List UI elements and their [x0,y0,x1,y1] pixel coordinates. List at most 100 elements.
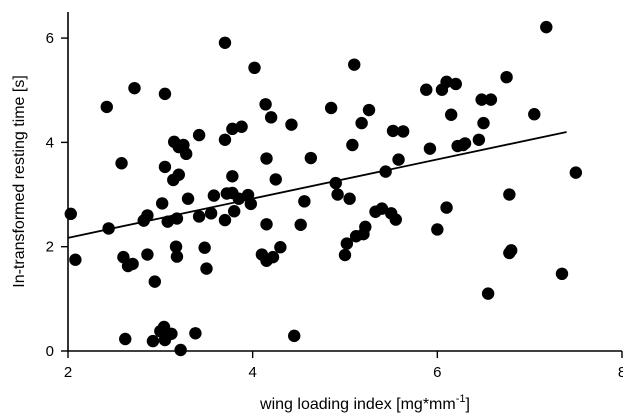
data-point [259,98,272,111]
data-point [477,116,490,130]
data-point [204,207,218,220]
data-point [355,116,368,130]
data-point [481,287,495,300]
data-point [260,152,273,165]
trendline-layer [67,131,567,239]
data-point [141,209,154,222]
data-point [440,75,453,89]
data-point [128,81,141,95]
data-point [207,189,221,202]
data-point [285,118,298,131]
data-point [386,124,400,138]
data-point [192,128,206,142]
data-point [338,248,352,262]
data-point [396,125,410,138]
data-point [528,108,541,121]
data-point [500,70,513,84]
data-point [569,166,583,179]
data-point [235,120,248,133]
data-point [189,327,202,340]
data-point [359,220,372,234]
data-point [362,103,376,117]
data-point [324,101,338,115]
data-point [304,151,318,165]
data-point [126,257,139,271]
data-point [226,170,239,183]
x-tick-label: 4 [248,364,256,381]
x-axis-title: wing loading index [mg*mm-1] [259,393,470,413]
data-point [423,142,437,155]
data-point [181,192,195,205]
data-point [346,138,359,152]
data-point [472,133,486,146]
data-point [115,157,128,170]
data-point [244,197,258,211]
data-point [192,210,206,223]
data-point [165,327,178,340]
x-axis-title-superscript: -1 [456,393,466,405]
data-point [69,253,82,266]
data-point [148,275,161,288]
data-point [288,329,301,343]
data-point [218,133,232,146]
y-tick-label: 2 [46,239,54,256]
data-point [64,207,77,221]
data-point [174,343,187,357]
data-point [218,36,232,49]
data-point [444,108,458,121]
data-point [329,176,342,190]
data-point [155,197,169,210]
data-point [555,267,569,281]
data-point [119,332,132,346]
data-point [100,100,113,114]
data-point [340,237,354,250]
y-tick-label: 4 [46,134,54,151]
data-point [505,244,518,257]
x-axis-title-suffix: ] [465,396,469,413]
data-point [228,205,241,218]
data-point [298,195,311,208]
data-point [540,20,553,34]
data-point [431,223,444,236]
data-point [331,188,344,201]
data-point [348,58,361,71]
data-point [294,218,307,231]
data-point [274,241,287,254]
data-point [146,334,160,348]
data-point [269,173,282,186]
data-point [260,218,273,231]
x-tick-label: 8 [618,364,623,381]
data-point [420,83,433,96]
data-point [179,147,193,161]
data-point [503,188,516,201]
data-point [440,201,453,214]
data-point [226,122,239,136]
x-tick-label: 6 [433,364,441,381]
data-point [158,160,172,174]
data-point [449,77,462,91]
trendline [67,131,567,239]
y-axis-title: In-transformed resting time [s] [11,75,28,288]
data-point [343,192,356,205]
data-point [170,250,184,263]
data-point [200,262,213,275]
data-point [389,213,402,226]
data-point [248,61,261,75]
y-tick-label: 0 [46,343,54,360]
data-point [375,202,389,215]
y-tick-label: 6 [46,30,54,47]
data-point [172,168,185,181]
data-point [141,248,154,261]
data-point [158,87,172,101]
x-axis-title-main: wing loading index [mg*mm [259,396,456,413]
data-point [264,111,278,124]
x-tick-label: 2 [64,364,72,381]
data-point [458,137,472,150]
data-point [198,241,211,254]
data-point [484,93,498,106]
data-point [392,153,405,166]
data-point [475,93,488,106]
data-point [169,240,183,253]
